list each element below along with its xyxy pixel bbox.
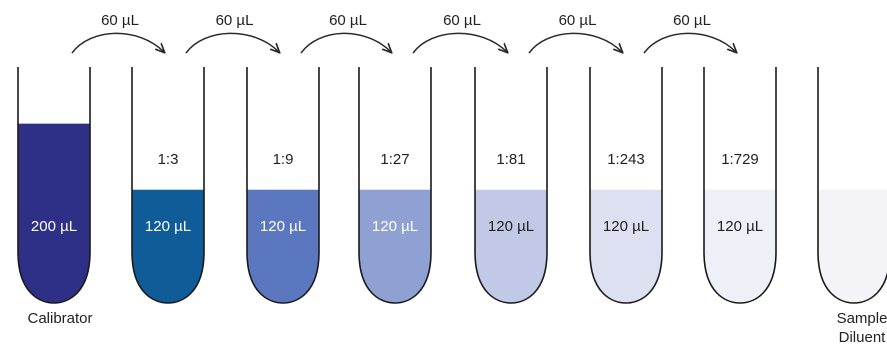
tube-outline: [703, 67, 777, 304]
tube-liquid: [704, 189, 776, 303]
tube-liquid: [590, 189, 662, 303]
tube-outline: [589, 67, 663, 304]
arrow-curve: [185, 32, 279, 53]
transfer-arrow-3: 60 µL: [300, 12, 391, 53]
tube-3: 1:9 120 µL: [246, 67, 320, 304]
tube-caption: Calibrator: [27, 310, 92, 327]
transfer-arrow-1: 60 µL: [71, 12, 164, 53]
arrow-curve: [71, 32, 164, 53]
transfer-volume-label: 60 µL: [443, 12, 481, 29]
dilution-ratio: 1:81: [496, 151, 525, 168]
tube-outline: [358, 67, 432, 304]
transfer-volume-label: 60 µL: [673, 12, 711, 29]
transfer-arrow-4: 60 µL: [412, 12, 507, 53]
tube-caption: Sample Diluent: [837, 310, 887, 346]
dilution-ratio: 1:3: [158, 151, 179, 168]
volume-label: 200 µL: [31, 218, 77, 235]
arrow-curve: [643, 32, 736, 53]
volume-label: 120 µL: [603, 218, 649, 235]
tube-4: 1:27 120 µL: [358, 67, 432, 304]
tube-8: Sample Diluent: [817, 67, 887, 346]
transfer-volume-label: 60 µL: [216, 12, 254, 29]
tube-caption-line: Diluent: [839, 329, 887, 346]
volume-label: 120 µL: [145, 218, 191, 235]
tube-outline: [17, 67, 91, 304]
tube-outline: [246, 67, 320, 304]
tube-5: 1:81 120 µL: [474, 67, 548, 304]
volume-label: 120 µL: [717, 218, 763, 235]
tube-1: 200 µL Calibrator: [17, 67, 93, 327]
transfer-arrow-2: 60 µL: [185, 12, 279, 53]
tube-caption-line: Sample: [837, 310, 887, 327]
transfer-volume-label: 60 µL: [559, 12, 597, 29]
tube-liquid: [359, 189, 431, 303]
dilution-ratio: 1:729: [721, 151, 759, 168]
arrow-curve: [300, 32, 391, 53]
dilution-ratio: 1:27: [380, 151, 409, 168]
transfer-arrows: 60 µL 60 µL 60 µL 60 µL 60 µL 60 µL: [71, 12, 736, 53]
tube-outline: [131, 67, 205, 304]
tube-7: 1:729 120 µL: [703, 67, 777, 304]
tubes: 200 µL Calibrator 1:3 120 µL 1:9 120 µL 1:27 12…: [17, 67, 887, 346]
tube-outline: [474, 67, 548, 304]
transfer-arrow-5: 60 µL: [528, 12, 622, 53]
dilution-ratio: 1:243: [607, 151, 645, 168]
tube-liquid: [818, 189, 887, 303]
tube-6: 1:243 120 µL: [589, 67, 663, 304]
transfer-volume-label: 60 µL: [329, 12, 367, 29]
tube-liquid: [475, 189, 547, 303]
volume-label: 120 µL: [260, 218, 306, 235]
arrow-curve: [412, 32, 507, 53]
tube-liquid: [132, 189, 204, 303]
tube-liquid: [18, 123, 90, 303]
tube-liquid: [247, 189, 319, 303]
arrow-curve: [528, 32, 622, 53]
tube-2: 1:3 120 µL: [131, 67, 205, 304]
volume-label: 120 µL: [488, 218, 534, 235]
transfer-arrow-6: 60 µL: [643, 12, 736, 53]
transfer-volume-label: 60 µL: [101, 12, 139, 29]
dilution-ratio: 1:9: [273, 151, 294, 168]
volume-label: 120 µL: [372, 218, 418, 235]
tube-outline: [817, 67, 887, 304]
